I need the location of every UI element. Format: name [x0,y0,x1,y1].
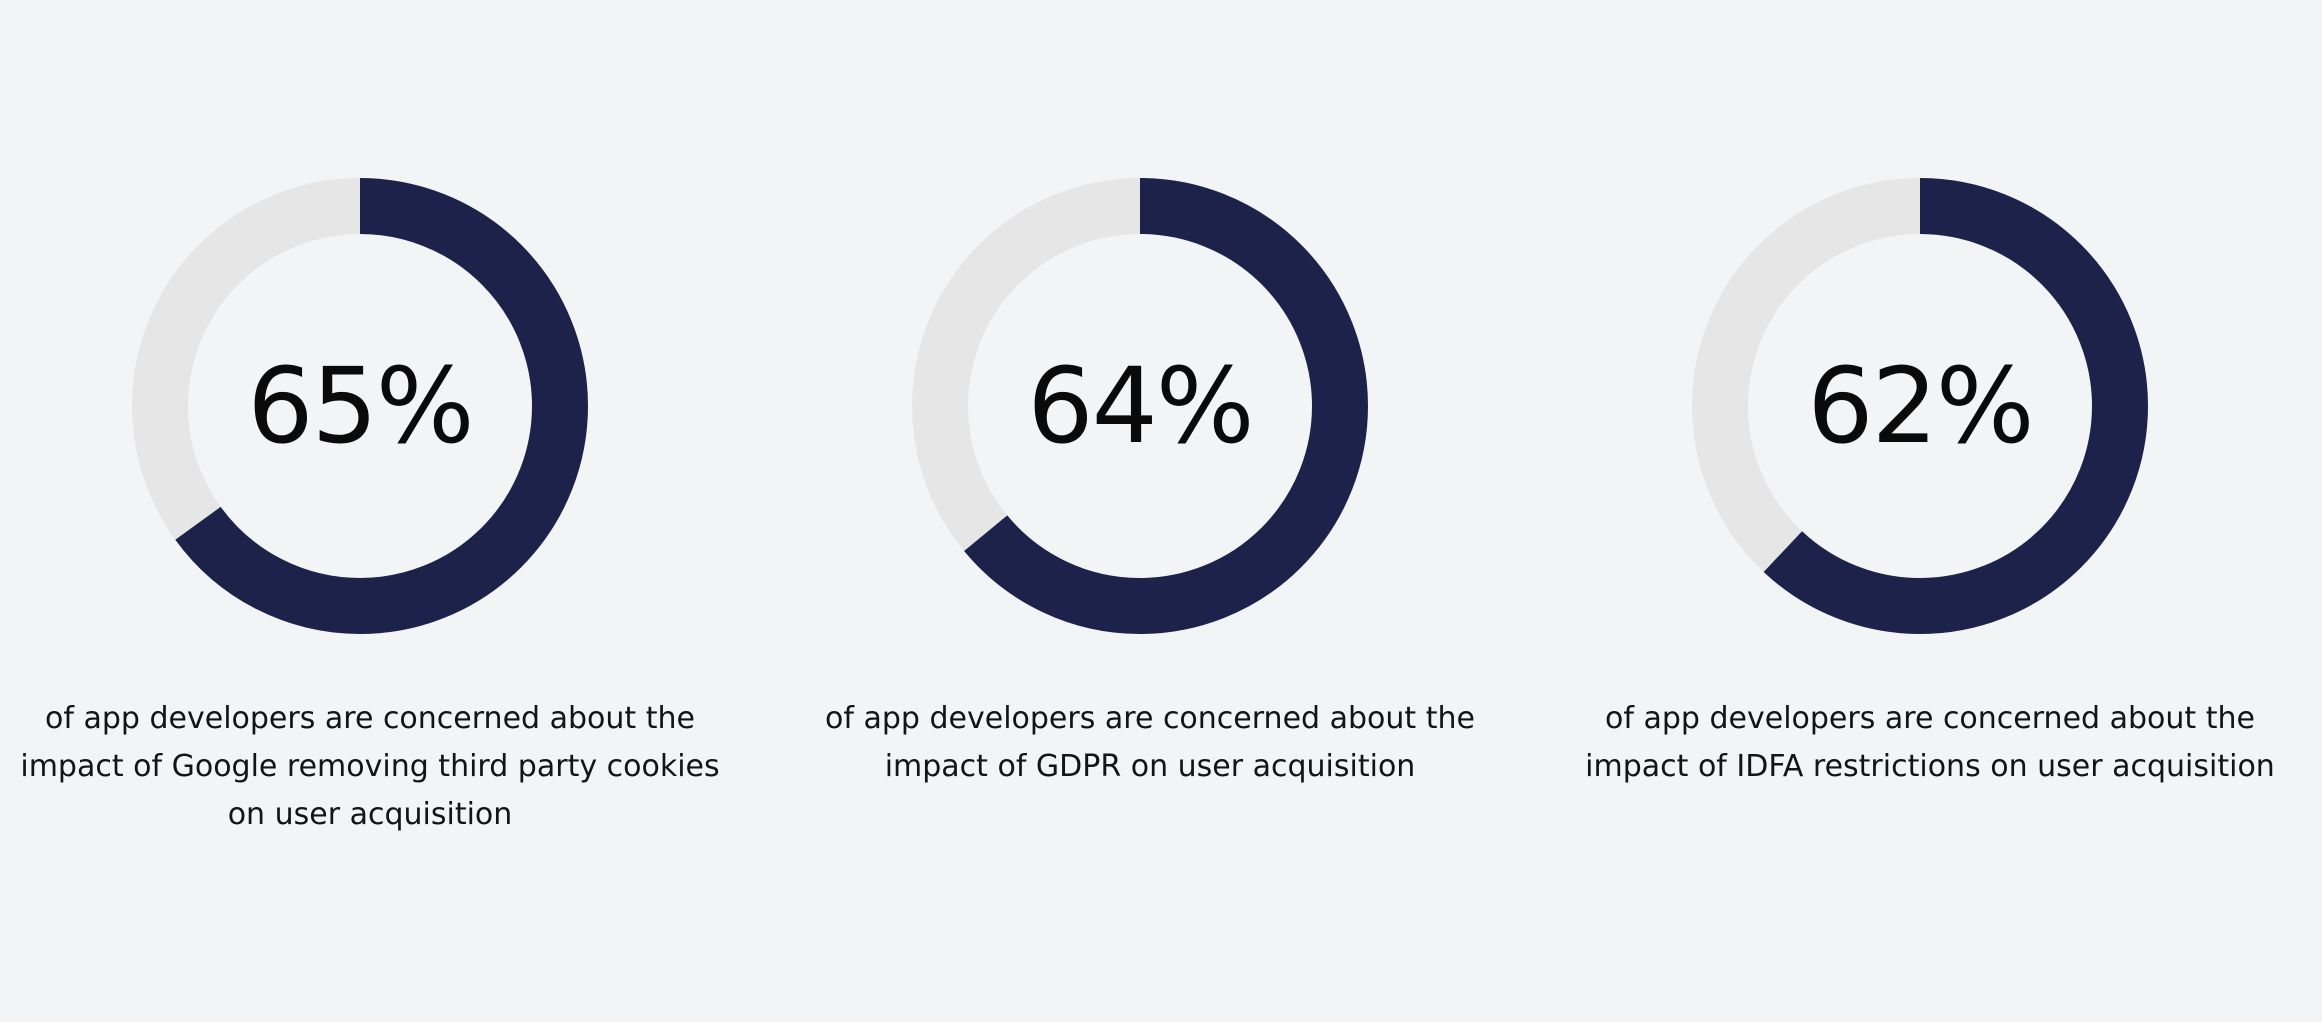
donut-svg [132,178,588,634]
donut-fill [1692,178,2148,634]
donut-value-label: 65% [247,345,474,467]
donut-fill [132,178,588,634]
donut-fill [912,178,1368,634]
stat-card: 62% of app developers are concerned abou… [1540,0,2320,1022]
donut-svg [1692,178,2148,634]
donut-value-label: 64% [1027,345,1254,467]
donut-value-label: 62% [1807,345,2034,467]
stat-caption: of app developers are concerned about th… [825,701,1475,784]
donut-chart: 62% [1690,176,2150,636]
stat-card: 65% of app developers are concerned abou… [0,0,760,1022]
donut-chart: 64% [910,176,1370,636]
donut-svg [912,178,1368,634]
stat-caption: of app developers are concerned about th… [1585,701,2275,784]
donut-chart: 65% [130,176,590,636]
stat-caption: of app developers are concerned about th… [20,701,720,832]
stat-card: 64% of app developers are concerned abou… [760,0,1540,1022]
